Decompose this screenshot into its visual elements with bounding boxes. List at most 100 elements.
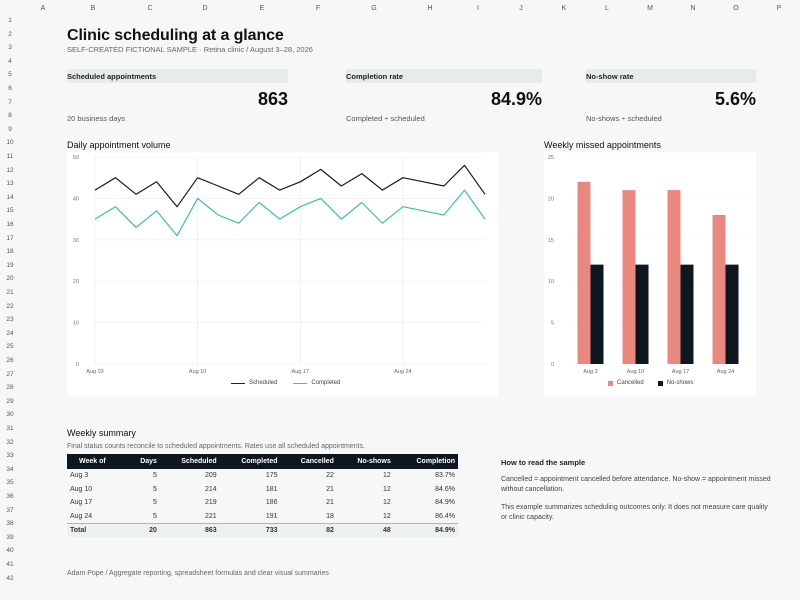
table-cell[interactable]: 191: [265, 512, 278, 520]
row-header-21[interactable]: 21: [6, 289, 14, 296]
column-header-no-shows[interactable]: No-shows: [336, 454, 394, 469]
table-cell[interactable]: 84.6%: [435, 485, 455, 493]
column-header-h[interactable]: H: [427, 5, 433, 12]
row-header-27[interactable]: 27: [6, 370, 14, 378]
row-header-7[interactable]: 7: [8, 98, 12, 106]
row-header-32[interactable]: 32: [6, 438, 14, 446]
column-header-b[interactable]: B: [90, 5, 96, 12]
table-cell[interactable]: Aug 10: [70, 485, 93, 493]
row-header-31[interactable]: 31: [6, 425, 14, 432]
row-header-4[interactable]: 4: [8, 57, 12, 65]
table-cell[interactable]: 12: [382, 472, 391, 480]
table-cell[interactable]: Aug 24: [70, 512, 93, 520]
row-header-10[interactable]: 10: [6, 139, 14, 147]
table-cell[interactable]: 12: [382, 485, 391, 493]
row-header-42[interactable]: 42: [6, 574, 14, 582]
table-cell[interactable]: 214: [204, 485, 217, 493]
row-header-18[interactable]: 18: [6, 248, 14, 256]
row-header-28[interactable]: 28: [6, 384, 14, 392]
row-header-34[interactable]: 34: [6, 465, 14, 473]
row-header-36[interactable]: 36: [6, 493, 14, 500]
row-header-19[interactable]: 19: [6, 261, 14, 269]
column-header-k[interactable]: K: [561, 5, 567, 12]
table-cell[interactable]: 12: [382, 499, 391, 507]
column-header-e[interactable]: E: [259, 5, 265, 12]
line-chart-panel[interactable]: 0 10 20 30 40 50 Aug 03 Aug 10 Aug 17 Aug 24 Sche…: [67, 152, 498, 396]
table-cell[interactable]: Aug 3: [70, 472, 89, 480]
table-cell[interactable]: 48: [336, 522, 394, 537]
row-header-30[interactable]: 30: [6, 411, 14, 419]
row-header-2[interactable]: 2: [8, 30, 12, 38]
table-cell[interactable]: 5: [153, 472, 157, 480]
row-header-23[interactable]: 23: [6, 316, 14, 324]
column-header-o[interactable]: O: [733, 5, 739, 12]
row-header-41[interactable]: 41: [6, 561, 14, 568]
column-header-i[interactable]: I: [477, 5, 479, 12]
table-cell[interactable]: 86.4%: [435, 512, 455, 520]
row-header-39[interactable]: 39: [6, 533, 14, 541]
table-cell[interactable]: 186: [265, 499, 278, 507]
column-header-cancelled[interactable]: Cancelled: [280, 454, 337, 469]
table-cell[interactable]: 863: [159, 522, 220, 537]
table-cell[interactable]: 21: [326, 485, 334, 493]
row-header-24[interactable]: 24: [6, 329, 14, 337]
row-header-13[interactable]: 13: [6, 180, 14, 188]
table-cell[interactable]: 219: [204, 499, 217, 507]
table-cell[interactable]: 5: [153, 485, 157, 493]
table-cell[interactable]: 83.7%: [435, 472, 455, 480]
table-cell[interactable]: 5: [153, 499, 157, 507]
bar-chart-panel[interactable]: 0 5 10 15 20 25 Aug 3 Aug 10 Aug 17 Aug 24 Cancel…: [544, 152, 756, 396]
table-cell[interactable]: 82: [280, 522, 337, 537]
table-cell[interactable]: 181: [265, 485, 278, 493]
table-cell[interactable]: 18: [326, 512, 334, 520]
column-header-m[interactable]: M: [647, 5, 653, 12]
column-header-l[interactable]: L: [605, 5, 609, 12]
column-header-j[interactable]: J: [519, 5, 523, 12]
row-header-5[interactable]: 5: [8, 71, 12, 79]
column-header-d[interactable]: D: [202, 5, 208, 12]
table-cell[interactable]: 22: [326, 472, 334, 480]
row-header-26[interactable]: 26: [6, 357, 14, 364]
column-header-c[interactable]: C: [147, 5, 153, 12]
table-cell[interactable]: 84.9%: [393, 522, 458, 537]
row-header-40[interactable]: 40: [6, 547, 14, 555]
table-cell[interactable]: 20: [127, 522, 160, 537]
row-header-3[interactable]: 3: [8, 44, 12, 52]
column-header-a[interactable]: A: [40, 5, 46, 12]
table-cell[interactable]: Aug 17: [70, 499, 93, 507]
table-cell[interactable]: 209: [204, 472, 217, 480]
row-header-20[interactable]: 20: [6, 275, 14, 283]
row-header-29[interactable]: 29: [6, 397, 14, 405]
row-header-25[interactable]: 25: [6, 343, 14, 351]
row-header-33[interactable]: 33: [6, 452, 14, 460]
row-header-35[interactable]: 35: [6, 479, 14, 487]
column-header-p[interactable]: P: [776, 5, 782, 12]
column-header-g[interactable]: G: [371, 5, 377, 12]
column-header-n[interactable]: N: [690, 5, 696, 12]
row-header-15[interactable]: 15: [6, 207, 14, 215]
row-header-12[interactable]: 12: [6, 166, 14, 174]
table-cell[interactable]: Total: [67, 522, 128, 537]
row-header-9[interactable]: 9: [8, 125, 12, 133]
table-cell[interactable]: 84.9%: [435, 499, 455, 507]
row-header-1[interactable]: 1: [8, 17, 12, 24]
row-header-17[interactable]: 17: [6, 234, 14, 242]
table-cell[interactable]: 733: [219, 522, 281, 537]
table-cell[interactable]: 5: [153, 512, 157, 520]
column-header-scheduled[interactable]: Scheduled: [159, 454, 220, 469]
row-header-22[interactable]: 22: [6, 302, 14, 310]
column-header-f[interactable]: F: [315, 5, 321, 12]
row-header-14[interactable]: 14: [6, 193, 14, 201]
row-header-37[interactable]: 37: [6, 506, 14, 514]
row-header-8[interactable]: 8: [8, 112, 12, 120]
row-header-6[interactable]: 6: [8, 85, 12, 92]
row-header-38[interactable]: 38: [6, 520, 14, 528]
column-header-completed[interactable]: Completed: [219, 454, 281, 469]
column-header-completion[interactable]: Completion: [393, 454, 458, 469]
row-header-11[interactable]: 11: [6, 153, 14, 160]
table-cell[interactable]: 12: [382, 512, 391, 520]
table-cell[interactable]: 21: [326, 499, 334, 507]
column-header-days[interactable]: Days: [127, 454, 160, 469]
column-header-week-of[interactable]: Week of: [67, 454, 128, 469]
row-header-16[interactable]: 16: [6, 221, 14, 228]
